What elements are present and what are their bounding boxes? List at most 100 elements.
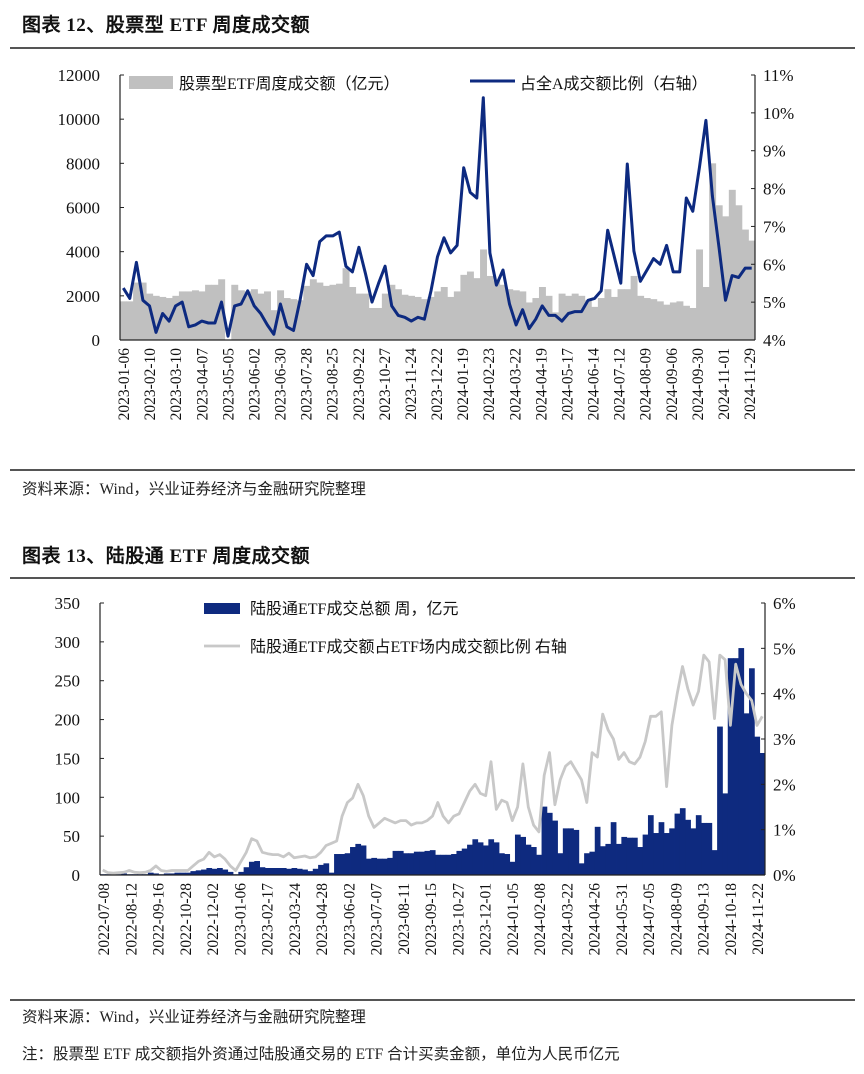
x-tick-label: 2024-03-22 [559,883,576,955]
bar [277,290,285,340]
x-tick-label: 2023-08-25 [325,348,342,421]
x-tick-label: 2023-01-06 [116,348,133,421]
bar [709,163,717,340]
bar [690,828,697,875]
x-tick-label: 2024-09-30 [690,348,707,421]
bar [250,289,258,340]
bar [520,836,526,875]
x-tick-label: 2024-09-13 [696,883,713,956]
bar [185,872,191,875]
bar [717,726,723,875]
bar [696,249,704,340]
bar [440,287,448,340]
bar [637,847,644,875]
x-tick-label: 2023-06-02 [246,348,263,420]
bar [178,291,186,340]
bar [419,851,425,875]
right-tick-label: 1% [773,821,796,840]
bar [486,275,494,340]
bar [290,299,298,340]
x-tick-label: 2023-01-06 [232,883,249,956]
bar [270,310,278,340]
bar [557,853,564,875]
bar [545,295,553,340]
bar [578,295,586,340]
bar [626,837,633,875]
bar [573,829,580,875]
bar [488,839,495,875]
right-tick-label: 4% [773,685,796,704]
bar [350,847,356,875]
bar [512,290,520,340]
bar [172,295,180,340]
bar [243,867,250,875]
bar [323,863,330,875]
bar [222,869,229,875]
bar [427,296,435,340]
bar [552,820,558,875]
legend-bar-label: 股票型ETF周度成交额（亿元） [179,75,399,93]
bar [174,872,181,875]
x-tick-label: 2023-12-01 [478,883,495,955]
bar [519,291,527,340]
figure-12-title: 图表 12、股票型 ETF 周度成交额 [22,15,310,36]
bar [630,275,638,340]
x-tick-label: 2022-09-16 [151,883,168,956]
figure-12-top-rule [10,47,855,49]
bar [126,301,134,340]
left-tick-label: 250 [55,672,81,691]
left-tick-label: 12000 [58,66,101,85]
bar [190,871,197,875]
bar [466,271,474,340]
x-tick-label: 2023-07-28 [299,348,316,421]
x-tick-label: 2024-02-23 [481,348,498,421]
bar [248,861,255,875]
right-tick-label: 5% [773,639,796,658]
x-tick-label: 2024-07-12 [612,348,629,420]
bar [738,648,745,875]
bar [621,836,628,875]
bar [509,861,516,875]
bar [344,853,351,875]
bar [211,284,219,340]
bar [610,822,617,875]
right-tick-label: 4% [763,331,786,350]
bar [244,291,252,340]
x-tick-label: 2023-05-05 [220,348,237,421]
bar [711,850,718,875]
x-tick-label: 2024-01-05 [505,883,522,956]
x-tick-label: 2024-05-17 [559,348,576,421]
bar [536,854,542,875]
bar [715,205,723,340]
right-tick-label: 2% [773,775,796,794]
bar [355,843,362,875]
bar [312,868,319,875]
bar [316,282,324,340]
figure-12-bottom-rule [10,469,855,471]
right-tick-label: 9% [763,142,786,161]
x-tick-label: 2024-03-22 [507,348,524,420]
bar [408,853,415,875]
x-tick-label: 2024-11-29 [742,348,759,420]
bar [578,863,585,875]
bar [388,284,396,340]
bar [669,828,675,875]
bar [701,822,707,875]
bar [429,850,436,875]
bar [682,305,690,340]
x-tick-label: 2022-08-12 [123,883,140,955]
bar [322,285,330,340]
left-tick-label: 4000 [66,243,100,262]
bar [647,815,654,875]
bar [434,291,442,340]
bar [589,851,596,875]
bar [493,842,500,875]
bar [702,287,710,340]
left-tick-label: 300 [55,633,81,652]
bar [362,293,370,340]
x-tick-label: 2024-02-08 [532,883,549,956]
figure-13-note: 注：股票型 ETF 成交额指外资通过陆股通交易的 ETF 合计买卖金额，单位为人… [22,1046,620,1063]
bar [296,300,304,340]
x-tick-label: 2023-04-28 [314,883,331,956]
x-tick-label: 2022-10-28 [178,883,195,956]
